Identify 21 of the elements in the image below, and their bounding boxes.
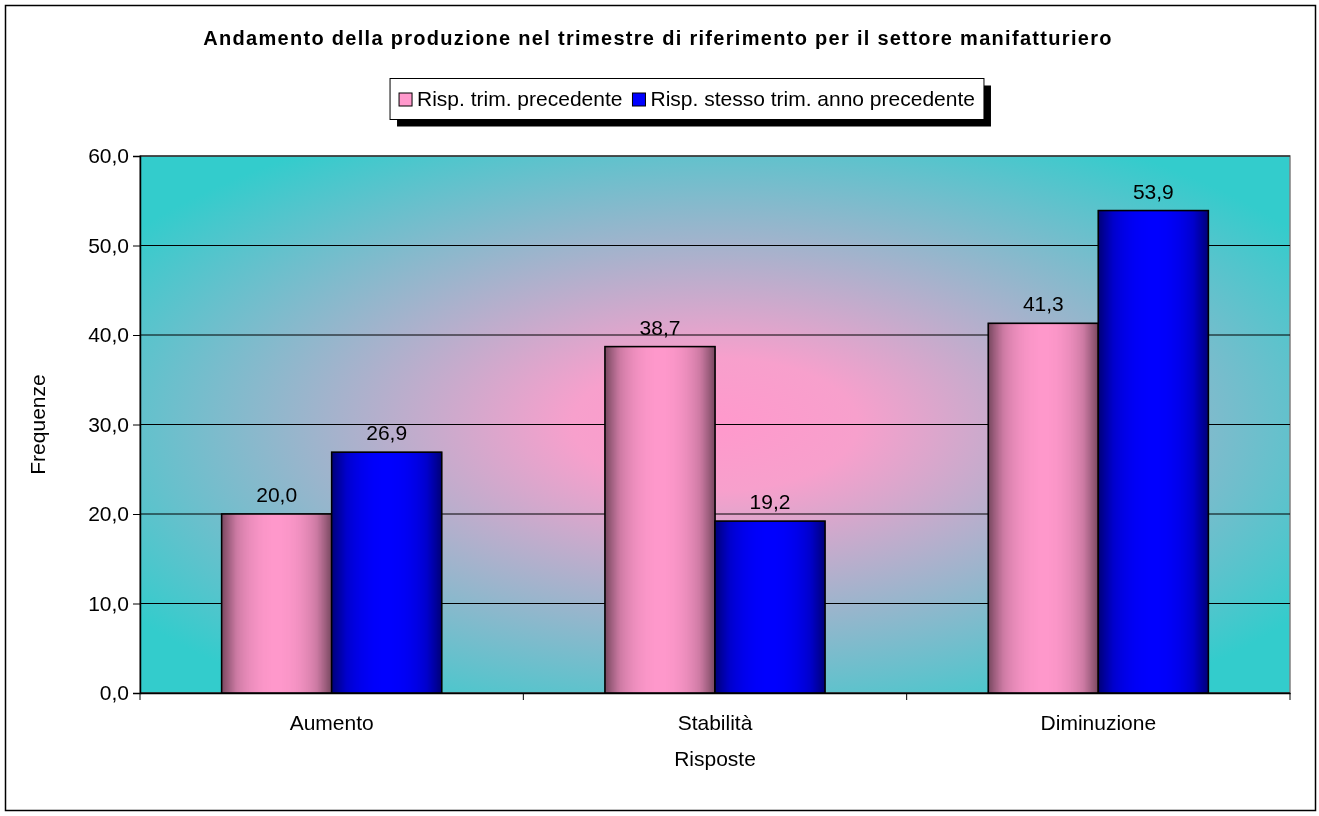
x-tick-label: Diminuzione: [1040, 710, 1157, 734]
y-tick-label: 20,0: [88, 502, 129, 526]
legend-label: Risp. stesso trim. anno precedente: [650, 87, 975, 110]
data-label: 19,2: [749, 490, 791, 514]
y-tick-label: 0,0: [99, 681, 129, 705]
x-tick-label: Aumento: [289, 710, 374, 734]
y-tick-label: 50,0: [88, 233, 129, 257]
y-axis-title: Frequenze: [26, 374, 49, 475]
x-tick-label: Stabilità: [677, 710, 753, 734]
x-axis-title: Risposte: [674, 747, 756, 770]
y-tick-label: 30,0: [88, 412, 129, 436]
data-label: 38,7: [639, 315, 681, 339]
data-label: 53,9: [1132, 179, 1174, 203]
data-label: 41,3: [1022, 292, 1064, 316]
data-label: 20,0: [256, 483, 298, 506]
y-tick-label: 60,0: [88, 144, 129, 168]
y-tick-label: 10,0: [88, 591, 129, 615]
chart-title: Andamento della produzione nel trimestre di riferimento per il settore manifatturiero: [203, 27, 1113, 49]
legend-label: Risp. trim. precedente: [417, 87, 623, 110]
y-tick-label: 40,0: [88, 323, 129, 347]
data-label: 26,9: [366, 421, 408, 445]
